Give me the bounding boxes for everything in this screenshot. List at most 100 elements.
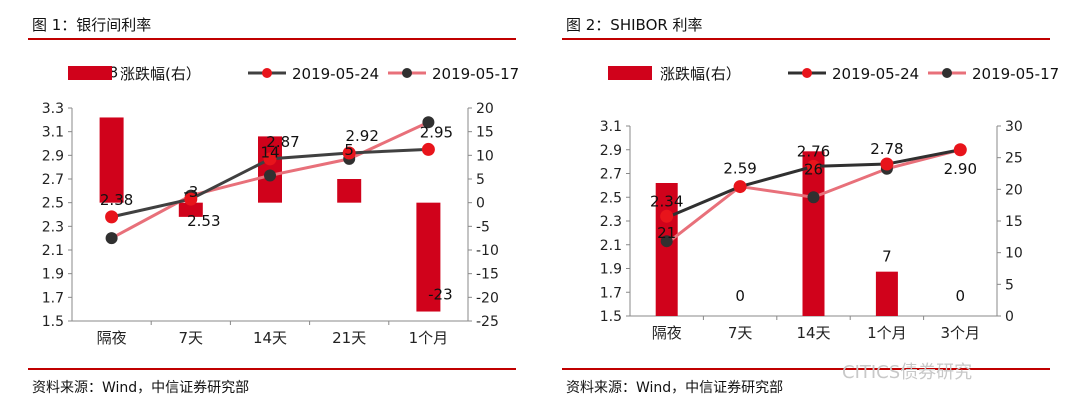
right-tick-label: 20	[476, 101, 494, 117]
left-tick-label: 2.7	[42, 172, 64, 188]
bar-change	[875, 271, 898, 316]
line-data-label: 2.95	[420, 123, 453, 141]
left-tick-label: 1.9	[600, 262, 622, 278]
point-2019-05-24	[807, 159, 820, 173]
right-tick-label: 5	[1005, 277, 1014, 293]
line-data-label: 2.38	[100, 191, 133, 209]
point-2019-05-24	[263, 152, 277, 166]
x-tick-label: 7天	[728, 324, 753, 342]
legend-swatch-bar	[68, 66, 112, 80]
left-tick-label: 2.3	[600, 214, 622, 230]
x-tick-label: 隔夜	[652, 324, 682, 342]
bar-data-label: 0	[735, 287, 745, 305]
point-2019-05-24	[660, 209, 674, 223]
bar-data-label: -23	[428, 286, 453, 304]
left-tick-label: 2.7	[600, 167, 622, 183]
right-tick-label: 25	[1005, 151, 1023, 167]
line-data-label: 2.76	[797, 142, 830, 160]
source-note-1: 资料来源：Wind，中信证券研究部	[32, 380, 250, 396]
chart-1-svg: 1.5 1.7 1.9 2.1 2.3 2.5 2.7 2.9 3.1 3.3 -25 -20 -15 -…	[42, 63, 519, 347]
x-tick-label: 1个月	[409, 329, 449, 347]
legend-label-0517: 2019-05-17	[972, 65, 1059, 83]
bar-change	[178, 202, 203, 217]
x-tick-label: 1个月	[867, 324, 907, 342]
x-tick-label: 7天	[179, 329, 204, 347]
right-tick-label: -10	[476, 243, 499, 259]
point-2019-05-17	[264, 169, 276, 182]
line-data-label: 2.34	[650, 192, 683, 210]
point-2019-05-24	[733, 180, 747, 194]
point-2019-05-24	[342, 146, 356, 160]
point-2019-05-17	[105, 232, 118, 245]
left-tick-label: 2.1	[600, 238, 622, 254]
watermark: CITICS债券研究	[842, 362, 973, 383]
x-tick-label: 3个月	[941, 324, 981, 342]
line-data-label: 2.78	[870, 140, 903, 158]
legend-marker-0517	[402, 68, 412, 78]
x-tick-label: 14天	[796, 324, 830, 342]
line-data-label: 2.92	[345, 127, 378, 145]
right-tick-label: -15	[476, 267, 499, 283]
right-tick-label: 15	[1005, 214, 1023, 230]
right-tick-label: 10	[476, 148, 494, 164]
left-tick-label: 3.1	[600, 119, 622, 135]
chart-2-svg: 1.5 1.7 1.9 2.1 2.3 2.5 2.7 2.9 3.1 0 5 10 15 20 25 30 隔…	[600, 65, 1059, 342]
source-note-2: 资料来源：Wind，中信证券研究部	[566, 380, 784, 396]
chart-title-2: 图 2：SHIBOR 利率	[566, 16, 703, 34]
legend-marker-0524	[802, 68, 812, 78]
left-tick-label: 1.5	[42, 314, 64, 330]
bar-data-label: 7	[882, 248, 892, 266]
right-tick-label: -20	[476, 290, 499, 306]
left-tick-label: 2.5	[42, 196, 64, 212]
source-rule-1	[28, 368, 516, 370]
bar-change	[416, 202, 441, 312]
right-tick-label: 5	[476, 172, 485, 188]
left-tick-label: 3.1	[42, 125, 64, 141]
left-tick-label: 1.9	[42, 267, 64, 283]
right-tick-label: 0	[476, 196, 485, 212]
point-2019-05-24	[421, 142, 435, 156]
point-2019-05-24	[880, 157, 894, 171]
legend-label-bar: 涨跌幅(右）	[660, 65, 741, 83]
left-tick-label: 2.1	[42, 243, 64, 259]
x-tick-label: 14天	[253, 329, 287, 347]
bar-data-label: -3	[183, 183, 198, 201]
right-tick-label: 0	[1005, 309, 1014, 325]
point-2019-05-17	[422, 116, 435, 129]
left-tick-label: 1.7	[42, 290, 64, 306]
bar-data-label: 5	[344, 141, 354, 159]
source-rule-2	[562, 368, 1050, 370]
x-tick-label: 隔夜	[97, 329, 127, 347]
bar-data-label: 26	[804, 160, 823, 178]
left-tick-label: 2.3	[42, 219, 64, 235]
right-tick-label: 30	[1005, 119, 1023, 135]
chart-title-1: 图 1：银行间利率	[32, 16, 152, 34]
left-tick-label: 2.5	[600, 190, 622, 206]
right-tick-label: 20	[1005, 182, 1023, 198]
bar-data-label: 14	[260, 143, 279, 161]
point-2019-05-24	[184, 192, 198, 206]
legend-marker-0517	[942, 68, 952, 78]
left-tick-label: 3.3	[42, 101, 64, 117]
point-2019-05-17	[660, 235, 673, 248]
bar-data-label: 21	[657, 224, 676, 242]
line-data-label: 2.90	[944, 160, 977, 178]
bar-change	[99, 117, 124, 203]
line-data-label: 2.53	[187, 212, 220, 230]
bar-change	[337, 179, 362, 203]
left-tick-label: 2.9	[600, 143, 622, 159]
title-rule-1	[28, 38, 516, 40]
line-data-label: 2.59	[723, 160, 756, 178]
legend-swatch-bar	[608, 66, 652, 80]
left-tick-label: 1.7	[600, 285, 622, 301]
title-rule-2	[562, 38, 1050, 40]
left-tick-label: 1.5	[600, 309, 622, 325]
bar-change	[802, 151, 825, 316]
left-tick-label: 2.9	[42, 148, 64, 164]
bar-data-label: 0	[956, 287, 966, 305]
legend-marker-0524	[262, 68, 272, 78]
right-tick-label: 15	[476, 125, 494, 141]
line-data-label: 2.87	[266, 133, 299, 151]
point-2019-05-24	[105, 210, 119, 224]
right-tick-label: 10	[1005, 246, 1023, 262]
